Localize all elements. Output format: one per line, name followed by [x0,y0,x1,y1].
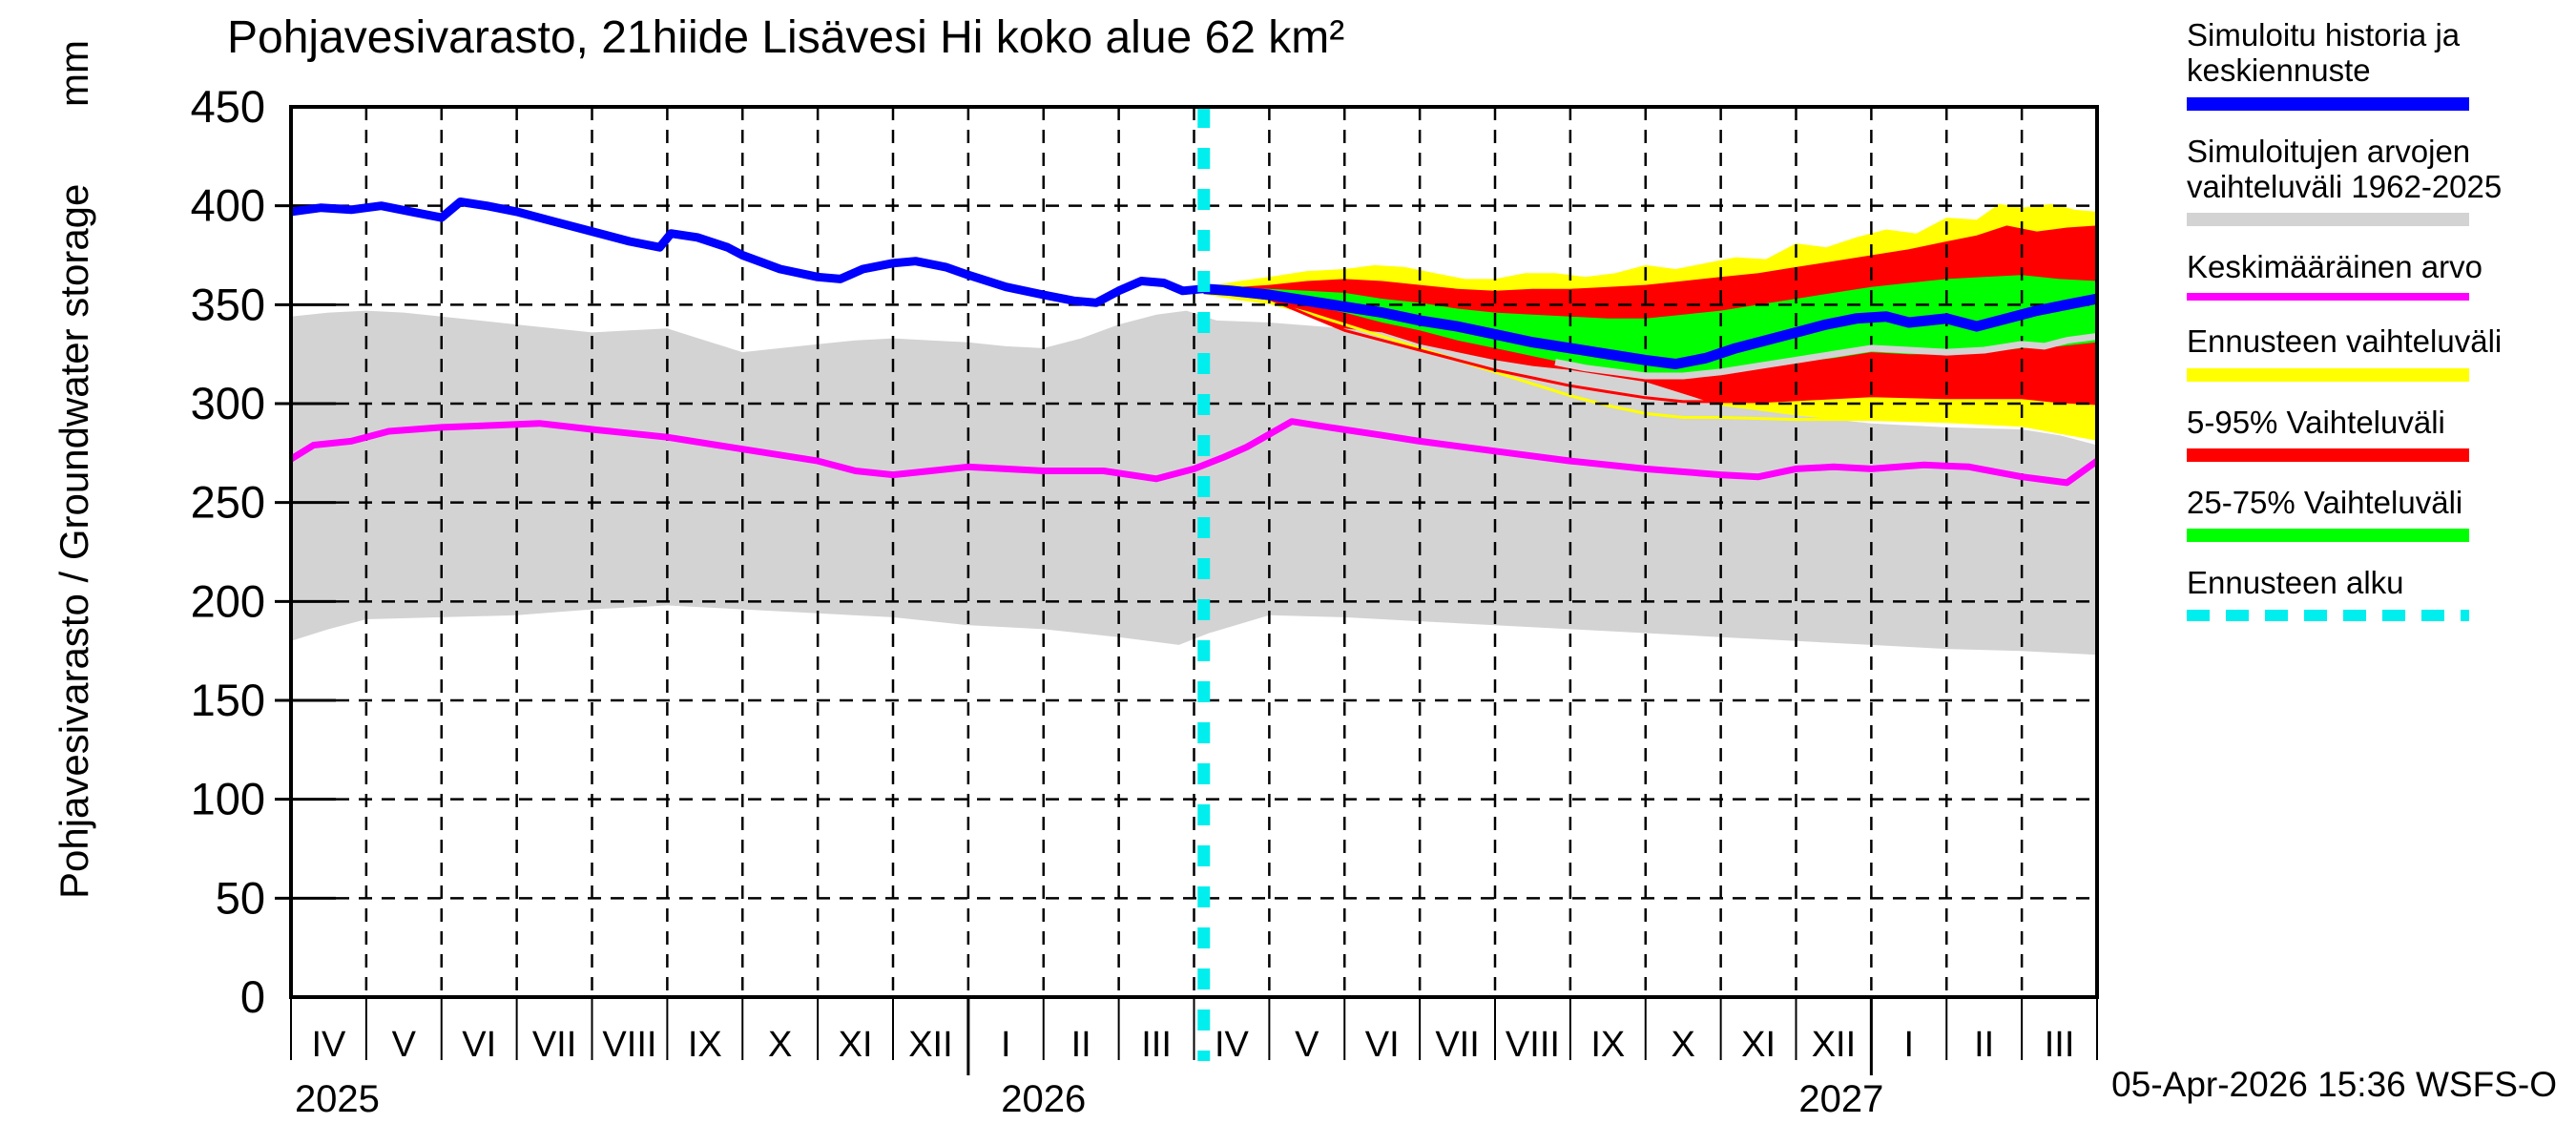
line-mean-value [289,418,2100,487]
month-label: III [1141,1025,1172,1065]
legend-item-swatch [2187,367,2469,382]
y-tick-label: 400 [191,180,265,231]
timestamp: 05-Apr-2026 15:36 WSFS-O [2111,1065,2557,1104]
month-label: XI [1741,1025,1776,1065]
y-tick-label: 200 [191,575,265,626]
legend-item-label: Simuloitu historia ja keskiennuste [2187,17,2461,89]
month-label: V [1295,1025,1319,1065]
month-label: V [392,1025,417,1065]
month-label: XII [1812,1025,1856,1065]
year-label: 2027 [1798,1078,1883,1120]
legend-item: Simuloitujen arvojen vaihteluväli 1962-2… [2187,134,2572,227]
plot-frame [289,105,2099,999]
month-label: X [768,1025,792,1065]
legend-item-label: Ennusteen alku [2187,565,2404,601]
month-label: IV [311,1025,346,1065]
legend-item-label: 5-95% Vaihteluväli [2187,404,2445,440]
month-label: IX [688,1025,722,1065]
legend-item: Ennusteen vaihteluväli [2187,323,2572,382]
line-mean-forecast [1203,283,2099,369]
edge-forecast-range-bottom [1203,291,2098,441]
month-label: VI [462,1025,496,1065]
month-label: IX [1590,1025,1625,1065]
month-label: III [2045,1025,2075,1065]
month-label: XII [908,1025,952,1065]
legend-item-swatch [2187,293,2469,302]
y-tick-label: 250 [191,477,265,528]
year-label: 2026 [1001,1078,1086,1120]
legend-item-swatch [2187,96,2469,111]
month-label: I [1904,1025,1915,1065]
month-label: XI [839,1025,873,1065]
legend-item-swatch [2187,448,2469,462]
legend-item: Ennusteen alku [2187,565,2572,621]
y-tick-label: 100 [191,774,265,824]
chart-title: Pohjavesivarasto, 21hiide Lisävesi Hi ko… [227,12,1345,63]
legend-item: Keskimääräinen arvo [2187,249,2572,302]
legend-item-label: Ennusteen vaihteluväli [2187,323,2503,360]
edge-forecast-5-95-bottom [1203,289,2098,406]
y-tick-label: 300 [191,378,265,428]
legend-item-swatch [2187,609,2469,621]
legend-item-swatch [2187,213,2469,227]
legend-item-swatch [2187,529,2469,543]
legend-item: 5-95% Vaihteluväli [2187,405,2572,462]
y-tick-label: 0 [240,971,265,1022]
month-label: II [1071,1025,1091,1065]
legend-item: 25-75% Vaihteluväli [2187,484,2572,543]
month-label: I [1001,1025,1011,1065]
month-label: VII [1435,1025,1479,1065]
y-tick-label: 450 [191,81,265,132]
month-label: VI [1365,1025,1400,1065]
y-tick-label: 50 [216,872,265,923]
month-label: IV [1215,1025,1250,1065]
month-label: VIII [1506,1025,1560,1065]
line-simulated-history [290,198,1205,307]
month-label: VIII [602,1025,656,1065]
line-forecast-gray-mean [1554,333,2098,380]
legend-item-label: Simuloitujen arvojen vaihteluväli 1962-2… [2187,133,2503,204]
month-label: X [1672,1025,1695,1065]
y-tick-label: 350 [191,279,265,329]
y-tick-label: 150 [191,675,265,725]
legend-item-label: 25-75% Vaihteluväli [2187,484,2463,520]
legend-item-label: Keskimääräinen arvo [2187,249,2483,285]
year-label: 2025 [295,1078,380,1120]
month-label: VII [532,1025,576,1065]
legend: Simuloitu historia ja keskiennuste Simulo… [2187,17,2572,644]
legend-item: Simuloitu historia ja keskiennuste [2187,17,2572,111]
band-forecast-5-95-red [1203,225,2097,404]
month-label: II [1974,1025,1994,1065]
